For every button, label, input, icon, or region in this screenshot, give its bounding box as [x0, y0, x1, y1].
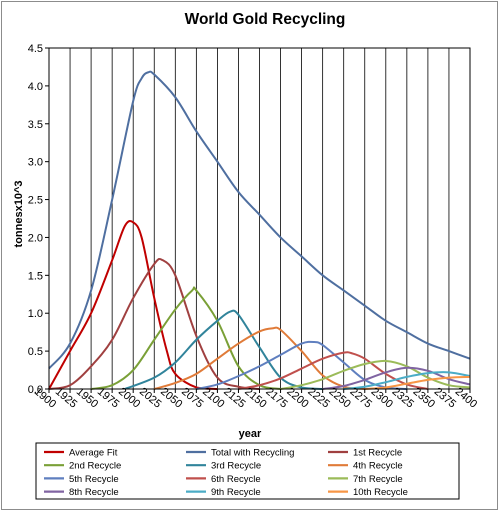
series-line-9: [280, 359, 471, 390]
legend-label: 2nd Recycle: [69, 461, 121, 472]
legend-label: 6th Recycle: [211, 474, 261, 485]
series-line-8: [238, 351, 429, 390]
legend-label: 3rd Recycle: [211, 461, 261, 472]
series-line-2: [48, 70, 471, 370]
grid-lines: [48, 48, 471, 389]
series-line-12: [364, 375, 471, 390]
y-tick-label: 2.0: [28, 232, 43, 244]
y-tick-label: 0.5: [28, 346, 43, 358]
legend: Average Fit Total with Recycling 1st Recyc…: [35, 442, 460, 500]
legend-label: 4th Recycle: [353, 461, 403, 472]
series-line-11: [343, 371, 471, 390]
y-axis-label: tonnesx10^3: [13, 181, 25, 248]
axes: [45, 47, 471, 393]
legend-label: 1st Recycle: [353, 448, 402, 459]
y-tick-label: 3.0: [28, 157, 43, 169]
series-line-5: [124, 309, 323, 390]
x-tick-label: 2400: [453, 386, 479, 411]
y-tick-label: 2.5: [28, 195, 43, 207]
series-line-7: [196, 340, 407, 390]
legend-label: 5th Recycle: [69, 474, 119, 485]
series-line-6: [153, 326, 365, 390]
legend-label: 8th Recycle: [69, 487, 119, 498]
y-tick-label: 4.5: [28, 43, 43, 55]
y-tick-label: 1.5: [28, 270, 43, 282]
legend-label: Total with Recycling: [211, 448, 294, 459]
series-line-3: [48, 257, 260, 390]
series-line-1: [48, 219, 218, 390]
legend-box: [35, 442, 460, 500]
y-tick-labels: 0.0 0.5 1.0 1.5 2.0 2.5 3.0 3.5 4.0 4.5: [28, 43, 43, 396]
legend-label: 9th Recycle: [211, 487, 261, 498]
legend-label: 10th Recycle: [353, 487, 408, 498]
legend-label: 7th Recycle: [353, 474, 403, 485]
series-layer: [48, 70, 471, 390]
y-tick-label: 3.5: [28, 119, 43, 131]
legend-label: Average Fit: [69, 448, 118, 459]
x-axis-label: year: [239, 428, 262, 440]
y-tick-label: 0.0: [28, 384, 43, 396]
y-tick-label: 4.0: [28, 81, 43, 93]
y-tick-label: 1.0: [28, 308, 43, 320]
chart-title: World Gold Recycling: [185, 11, 346, 28]
